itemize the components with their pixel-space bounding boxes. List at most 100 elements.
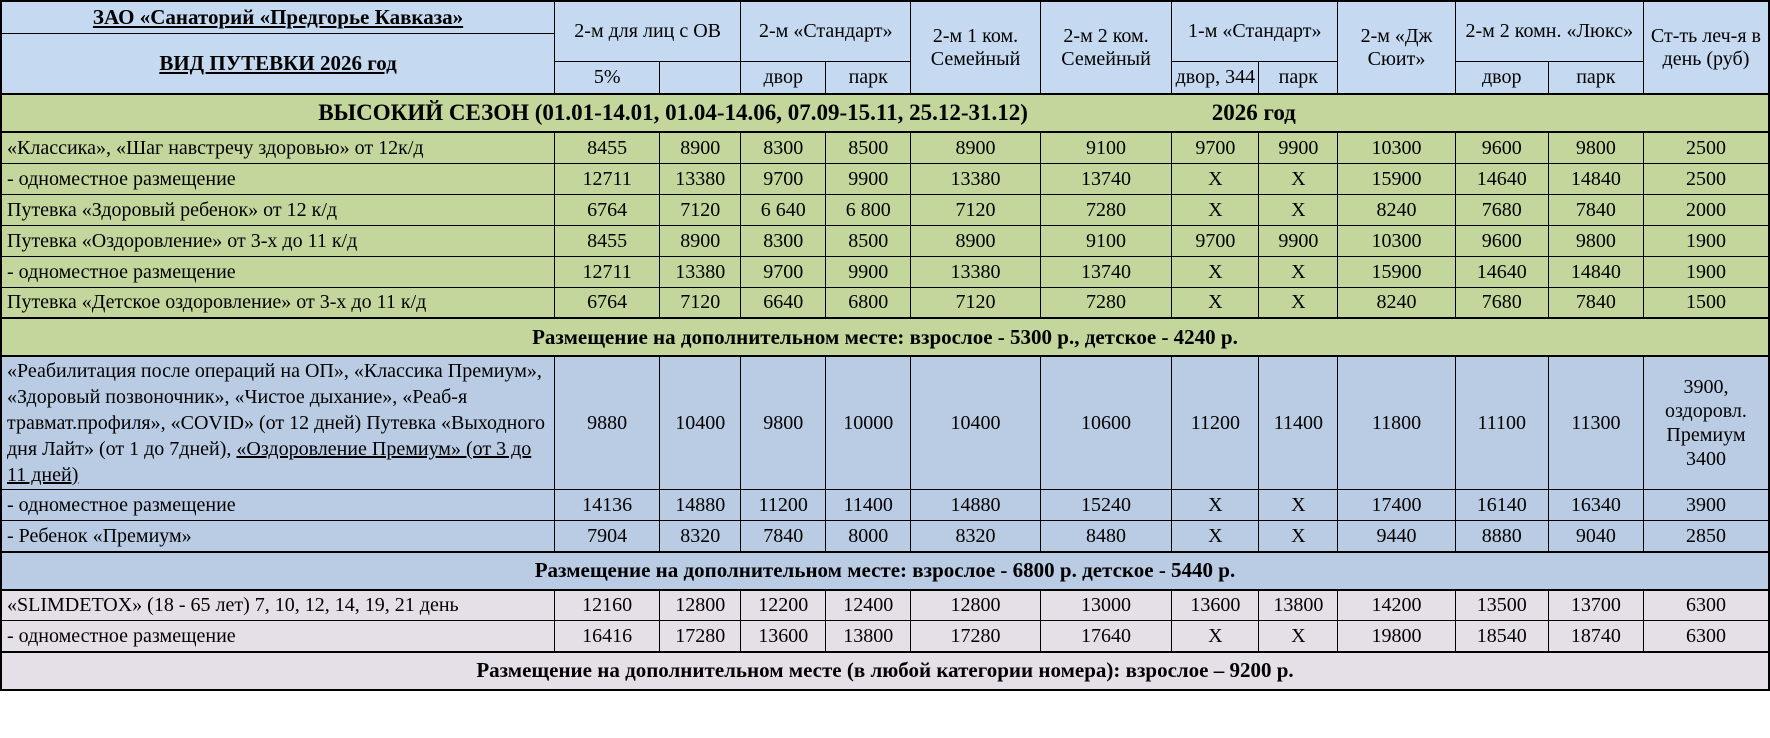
price-cell: X [1258, 255, 1339, 288]
row-label: Путевка «Оздоровление» от 3-х до 11 к/д [0, 224, 556, 257]
price-cell: 7120 [659, 286, 742, 319]
col-group-2m-lux: 2-м 2 комн. «Люкс» [1454, 0, 1644, 62]
price-cell: X [1171, 193, 1260, 226]
subcol-standard2-dvor: двор [740, 60, 827, 95]
section-footer-text: Размещение на дополнительном месте: взро… [0, 317, 1770, 357]
price-cell: X [1258, 520, 1339, 552]
price-cell: 8480 [1039, 520, 1173, 552]
subcol-standard1-park: парк [1258, 60, 1339, 95]
col-2m-junior-suite: 2-м «Дж Сюит» [1337, 0, 1456, 95]
price-cell: X [1171, 255, 1260, 288]
price-cell: 14880 [910, 489, 1041, 521]
price-cell: 9900 [1258, 131, 1339, 164]
price-table: ЗАО «Санаторий «Предгорье Кавказа» ВИД П… [0, 0, 1770, 691]
price-cell: 13600 [1171, 589, 1260, 621]
col-treatment-cost-per-day: Ст-ть леч-я в день (руб) [1642, 0, 1770, 95]
price-cell: 13380 [910, 162, 1041, 195]
price-cell: 2500 [1642, 162, 1770, 195]
price-cell: 2000 [1642, 193, 1770, 226]
subcol-lux-dvor: двор [1454, 60, 1549, 95]
price-cell: 10300 [1337, 131, 1456, 164]
price-cell: 13380 [910, 255, 1041, 288]
price-cell: 14840 [1547, 162, 1644, 195]
table-row: «Реабилитация после операций на ОП», «Кл… [0, 355, 1770, 490]
price-cell: 9800 [1547, 131, 1644, 164]
price-cell: X [1171, 162, 1260, 195]
price-cell: X [1171, 489, 1260, 521]
price-cell: 1900 [1642, 255, 1770, 288]
price-cell: 9900 [825, 255, 912, 288]
price-cell: 8900 [910, 131, 1041, 164]
price-cell: 11400 [825, 489, 912, 521]
price-cell: 9100 [1039, 224, 1173, 257]
price-cell: 7840 [1547, 193, 1644, 226]
price-cell: 6800 [825, 286, 912, 319]
table-row: - одноместное размещение 12711 13380 9700 99… [0, 255, 1770, 288]
price-cell: 13600 [740, 620, 827, 652]
price-cell: 9900 [1258, 224, 1339, 257]
price-cell: 14136 [554, 489, 661, 521]
price-cell: 13740 [1039, 255, 1173, 288]
price-cell: 14200 [1337, 589, 1456, 621]
price-cell: 12160 [554, 589, 661, 621]
price-cell: 8240 [1337, 286, 1456, 319]
price-cell: 7120 [910, 193, 1041, 226]
price-cell: X [1258, 620, 1339, 652]
row-label: «Реабилитация после операций на ОП», «Кл… [0, 355, 556, 490]
price-cell: 9600 [1454, 224, 1549, 257]
season-year: 2026 год [1211, 100, 1296, 125]
row-label: Путевка «Здоровый ребенок» от 12 к/д [0, 193, 556, 226]
col-2m-1room-family: 2-м 1 ком. Семейный [910, 0, 1041, 95]
price-cell: 13800 [1258, 589, 1339, 621]
price-cell: 10300 [1337, 224, 1456, 257]
price-cell: X [1258, 193, 1339, 226]
row-label: - одноместное размещение [0, 620, 556, 652]
price-cell: 13740 [1039, 162, 1173, 195]
price-cell: 7680 [1454, 193, 1549, 226]
price-cell: X [1171, 620, 1260, 652]
price-cell: 8320 [659, 520, 742, 552]
org-title: ЗАО «Санаторий «Предгорье Кавказа» [2, 2, 554, 34]
table-row: Путевка «Детское оздоровление» от 3-х до… [0, 286, 1770, 319]
price-cell: X [1258, 489, 1339, 521]
price-cell: 9600 [1454, 131, 1549, 164]
price-cell: 14840 [1547, 255, 1644, 288]
table-title-cell: ЗАО «Санаторий «Предгорье Кавказа» ВИД П… [0, 0, 556, 95]
col-group-1m-standard: 1-м «Стандарт» [1171, 0, 1339, 62]
price-cell: 11800 [1337, 355, 1456, 490]
section-footer-text: Размещение на дополнительном месте (в лю… [0, 650, 1770, 691]
price-cell: 8900 [659, 131, 742, 164]
price-cell: 9100 [1039, 131, 1173, 164]
price-cell: 13380 [659, 162, 742, 195]
table-row: «Классика», «Шаг навстречу здоровью» от … [0, 131, 1770, 164]
price-cell: 7904 [554, 520, 661, 552]
price-cell: 8240 [1337, 193, 1456, 226]
table-row: - Ребенок «Премиум» 7904 8320 7840 8000 8320 8… [0, 520, 1770, 552]
price-cell: 6300 [1642, 620, 1770, 652]
price-cell: 8500 [825, 131, 912, 164]
price-cell: 8880 [1454, 520, 1549, 552]
price-cell: 13500 [1454, 589, 1549, 621]
price-cell: 7120 [910, 286, 1041, 319]
table-row: Путевка «Оздоровление» от 3-х до 11 к/д 8… [0, 224, 1770, 257]
price-cell: 8500 [825, 224, 912, 257]
voucher-type-title: ВИД ПУТЕВКИ 2026 год [159, 51, 397, 75]
section-footer-text: Размещение на дополнительном месте: взро… [0, 550, 1770, 591]
price-cell: 16140 [1454, 489, 1549, 521]
price-cell: 15900 [1337, 162, 1456, 195]
section-footer-row: Размещение на дополнительном месте (в лю… [0, 650, 1770, 691]
price-cell: X [1171, 286, 1260, 319]
price-cell: 7840 [740, 520, 827, 552]
price-cell: 9880 [554, 355, 661, 490]
price-cell: 8455 [554, 224, 661, 257]
price-cell: 13700 [1547, 589, 1644, 621]
row-label: - одноместное размещение [0, 162, 556, 195]
price-cell: 10000 [825, 355, 912, 490]
price-cell: 11300 [1547, 355, 1644, 490]
section-footer-row: Размещение на дополнительном месте: взро… [0, 550, 1770, 591]
price-cell: 18540 [1454, 620, 1549, 652]
price-cell: 13000 [1039, 589, 1173, 621]
price-cell: 6640 [740, 286, 827, 319]
price-cell: 12200 [740, 589, 827, 621]
price-cell: 9700 [740, 162, 827, 195]
